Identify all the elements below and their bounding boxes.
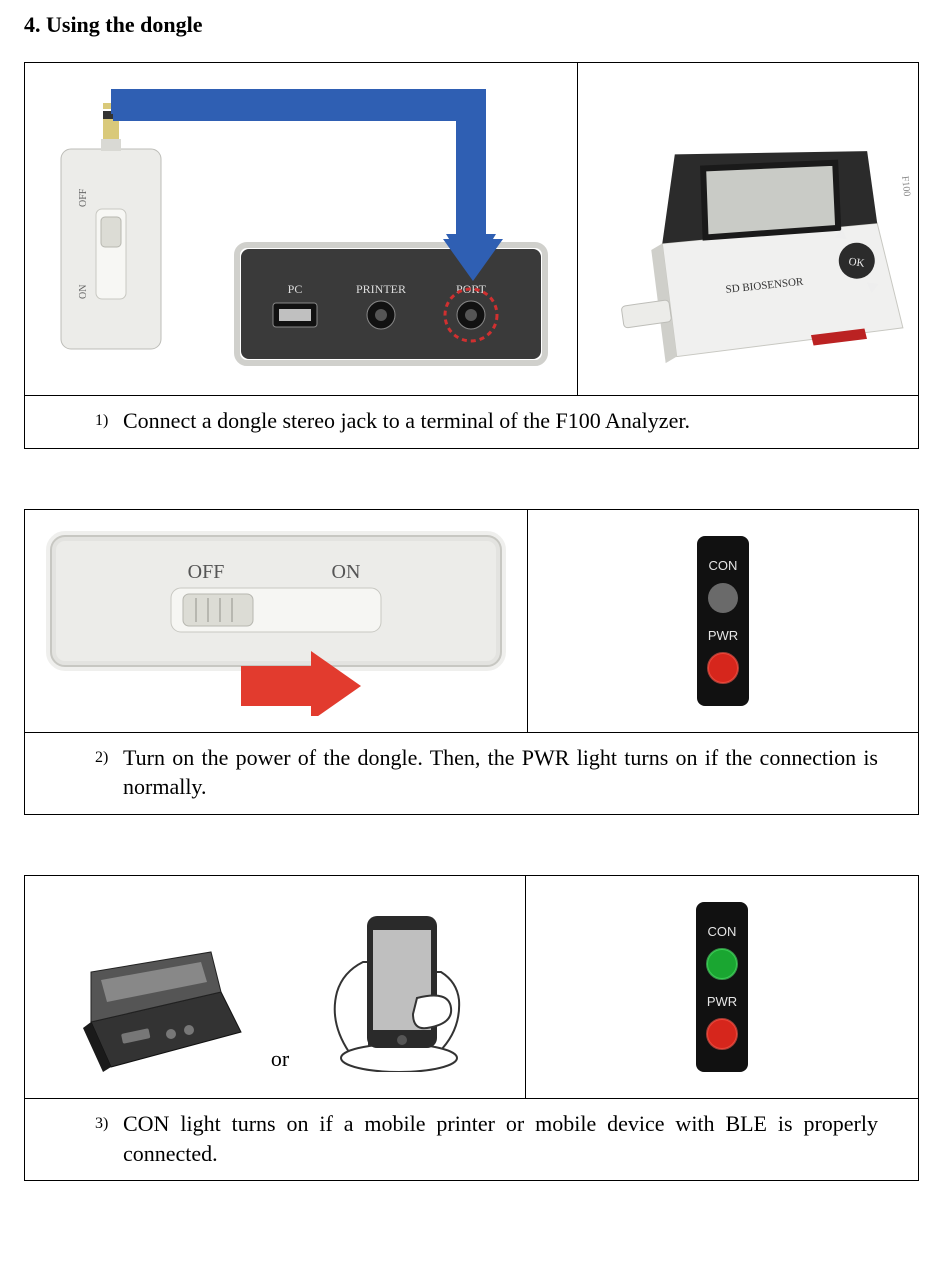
step-3-images: or CON (25, 876, 918, 1099)
step-2-number: 2) (95, 743, 123, 802)
step-2-image-right: CON PWR (527, 510, 918, 732)
step-2-text: Turn on the power of the dongle. Then, t… (123, 743, 878, 802)
step-1-image-left: OFF ON PC (25, 63, 577, 395)
dongle-to-port-illustration: OFF ON PC (41, 89, 561, 369)
step-3-text: CON light turns on if a mobile printer o… (123, 1109, 878, 1168)
step-3-number: 3) (95, 1109, 123, 1168)
step-1-block: OFF ON PC (24, 62, 919, 449)
pwr-led-label-2: PWR (707, 994, 737, 1009)
port-port-label: PORT (456, 282, 487, 296)
pwr-led-illustration: CON PWR (683, 526, 763, 716)
or-label: or (271, 1046, 289, 1072)
con-led-illustration: CON PWR (682, 892, 762, 1082)
port-pc-label: PC (288, 282, 303, 296)
step-1-number: 1) (95, 406, 123, 436)
step-3-block: or CON (24, 875, 919, 1181)
section-heading: 4. Using the dongle (24, 12, 919, 38)
step-2-images: OFF ON CON PWR (25, 510, 918, 733)
step-2-image-left: OFF ON (25, 510, 527, 732)
step-3-image-left: or (25, 876, 525, 1098)
step-1-images: OFF ON PC (25, 63, 918, 396)
step-2-caption: 2) Turn on the power of the dongle. Then… (25, 733, 918, 814)
dongle-off-label: OFF (78, 188, 89, 207)
analyzer-ok-label: OK (848, 256, 865, 270)
con-led-label: CON (709, 558, 738, 573)
dongle-switch-illustration: OFF ON (41, 526, 511, 716)
dongle-on-label: ON (78, 285, 89, 299)
step-1-caption: 1) Connect a dongle stereo jack to a ter… (25, 396, 918, 448)
step-1-text: Connect a dongle stereo jack to a termin… (123, 406, 878, 436)
switch-off-label: OFF (188, 561, 225, 583)
pwr-led-label: PWR (708, 628, 738, 643)
analyzer-illustration: OK SD BIOSENSOR F100 (594, 79, 924, 379)
step-2-block: OFF ON CON PWR 2) Turn on the po (24, 509, 919, 815)
port-printer-label: PRINTER (356, 282, 406, 296)
analyzer-model-label: F100 (899, 175, 912, 197)
step-3-caption: 3) CON light turns on if a mobile printe… (25, 1099, 918, 1180)
mobile-device-illustration (309, 902, 489, 1072)
switch-on-label: ON (332, 561, 361, 583)
con-led-label-2: CON (708, 924, 737, 939)
mobile-printer-illustration (61, 912, 251, 1072)
step-3-image-right: CON PWR (525, 876, 918, 1098)
step-1-image-right: OK SD BIOSENSOR F100 (577, 63, 940, 395)
